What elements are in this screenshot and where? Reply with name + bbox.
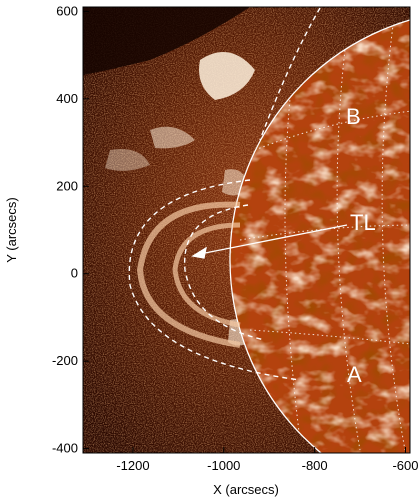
- y-tick-label: 200: [56, 178, 78, 193]
- solar-image: [83, 7, 410, 453]
- x-tick-label: -800: [302, 458, 328, 473]
- y-tick-label: -400: [52, 441, 78, 456]
- tl-arrow: [191, 224, 348, 259]
- dashed-fit-curves: [128, 7, 321, 381]
- y-tick-label: 400: [56, 91, 78, 106]
- x-tick-label: -1000: [207, 458, 240, 473]
- plot-frame: [82, 6, 411, 454]
- y-tick-label: 600: [56, 3, 78, 18]
- x-tick-label: -1200: [116, 458, 149, 473]
- x-axis-title: X (arcsecs): [213, 482, 279, 497]
- y-tick-label: 0: [71, 266, 78, 281]
- label-b: B: [346, 104, 361, 129]
- label-tl: TL: [350, 210, 376, 235]
- x-axis-ticks: -1200 -1000 -800 -600: [116, 447, 418, 473]
- label-a: A: [347, 362, 362, 387]
- coronal-loops: [136, 201, 241, 348]
- x-tick-label: -600: [392, 458, 418, 473]
- y-tick-label: -200: [52, 353, 78, 368]
- y-axis-title: Y (arcsecs): [4, 197, 19, 263]
- y-axis-ticks: 600 400 200 0 -200 -400: [52, 3, 89, 456]
